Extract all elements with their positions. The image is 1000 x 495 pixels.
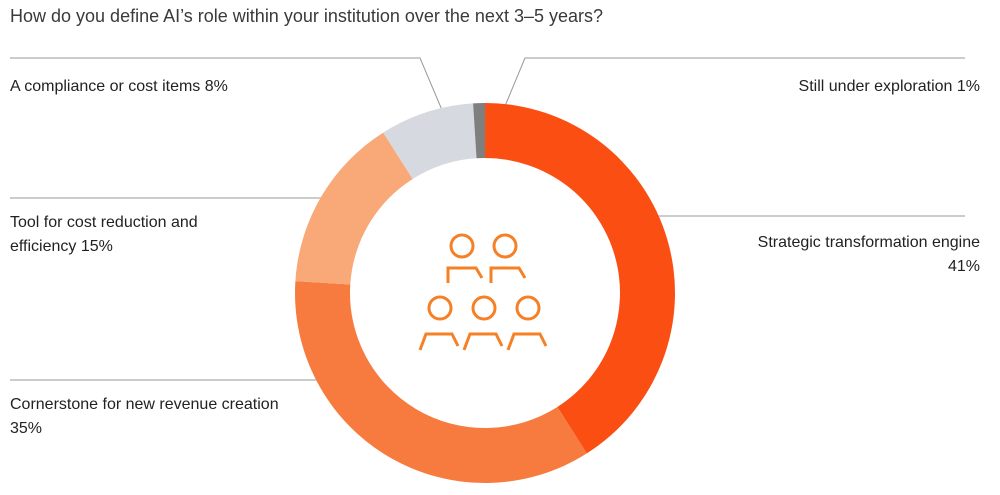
- donut-slice: [295, 132, 413, 285]
- category-label: Strategic transformation engine: [757, 234, 980, 251]
- category-label: Cornerstone for new revenue creation: [10, 396, 279, 413]
- slice-label: Still under exploration 1%: [799, 75, 980, 99]
- category-label: Still under exploration: [798, 78, 953, 95]
- slice-label: Tool for cost reduction and efficiency 1…: [10, 211, 260, 259]
- leader-line: [504, 57, 965, 107]
- leader-line: [10, 57, 443, 111]
- donut-slice: [473, 103, 485, 159]
- slice-label: A compliance or cost items 8%: [10, 75, 228, 99]
- value-label: 15%: [80, 238, 113, 255]
- value-label: 41%: [947, 258, 980, 275]
- category-label: A compliance or cost items: [10, 78, 201, 95]
- donut-slice: [485, 103, 676, 454]
- slice-label: Cornerstone for new revenue creation 35%: [10, 393, 300, 441]
- category-label: Tool for cost reduction and efficiency: [10, 214, 198, 255]
- donut-slice: [295, 281, 587, 483]
- chart-title: How do you define AI’s role within your …: [10, 6, 604, 26]
- value-label: 1%: [956, 78, 980, 95]
- donut-slice: [383, 103, 477, 180]
- slice-label: Strategic transformation engine 41%: [750, 231, 980, 279]
- donut: [295, 103, 676, 483]
- people-icon: [418, 233, 548, 351]
- value-label: 8%: [204, 78, 228, 95]
- value-label: 35%: [10, 420, 43, 437]
- leader-lines: [10, 57, 965, 381]
